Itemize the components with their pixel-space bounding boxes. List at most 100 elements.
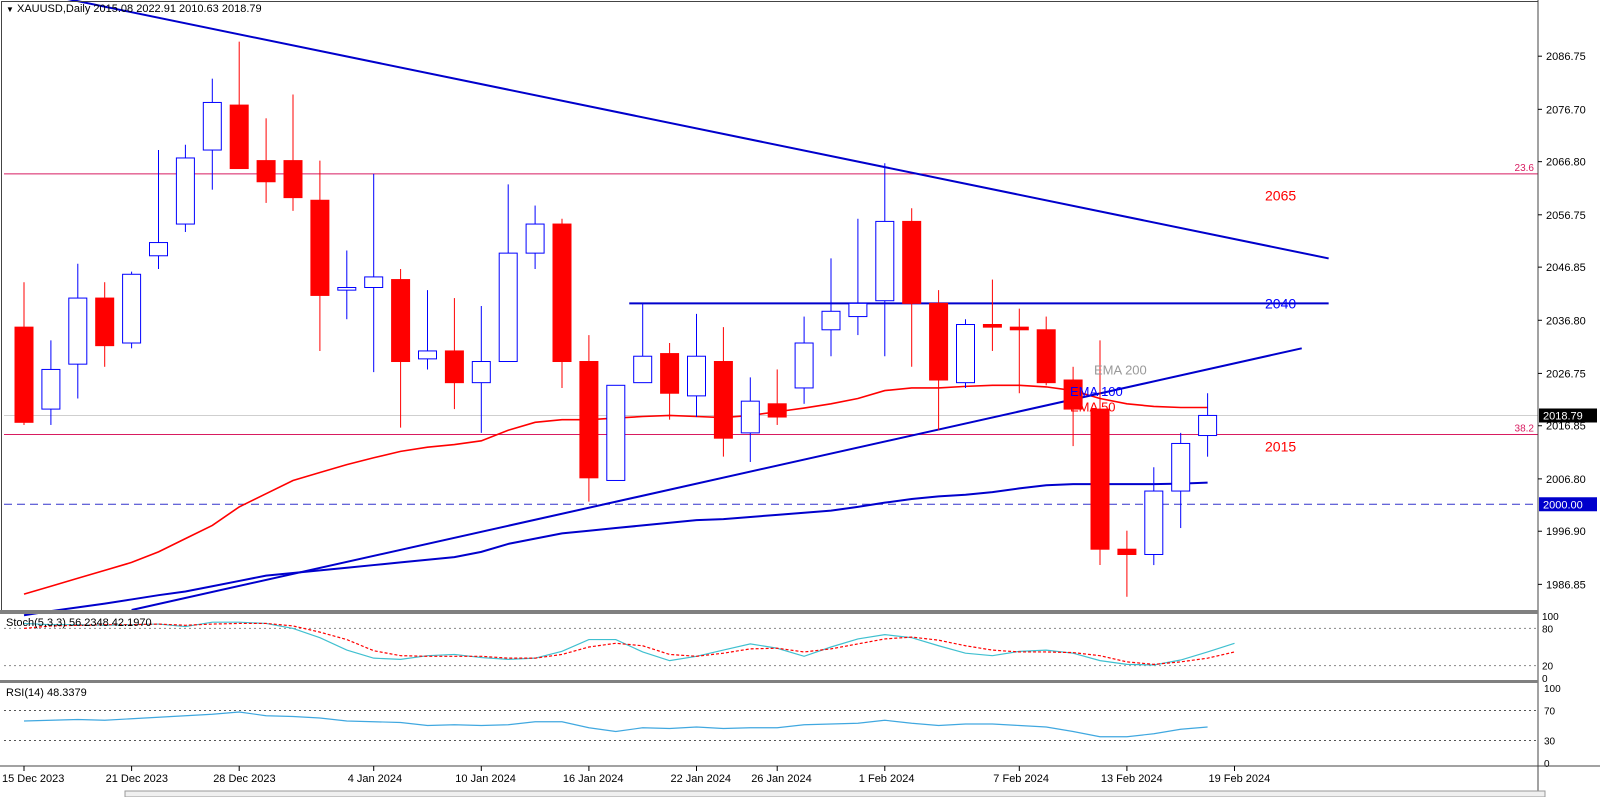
candle	[633, 303, 653, 384]
candle-body	[1036, 329, 1056, 384]
candle	[902, 208, 922, 367]
candle-body	[1090, 408, 1110, 550]
candle	[982, 279, 1002, 351]
candle-body	[229, 104, 249, 170]
candle	[1009, 308, 1029, 394]
stoch-axis-label: 80	[1542, 624, 1554, 635]
candle	[848, 218, 868, 336]
candle-body	[633, 355, 653, 384]
candle	[14, 282, 34, 425]
candle-body	[821, 310, 841, 331]
candle-body	[956, 324, 975, 384]
candle-body	[929, 302, 949, 381]
chart-header[interactable]: ▼ XAUUSD,Daily 2015.08 2022.91 2010.63 2…	[6, 3, 262, 15]
candle	[337, 250, 357, 320]
candle-body	[175, 157, 195, 225]
candle	[794, 316, 814, 404]
x-tick-label: 10 Jan 2024	[455, 773, 516, 785]
candle	[606, 384, 626, 481]
candle-body	[525, 223, 545, 254]
candle	[1198, 393, 1218, 457]
candle-body	[660, 353, 680, 394]
candle-body	[283, 160, 303, 199]
candle	[41, 340, 61, 425]
candle	[1171, 432, 1191, 529]
candle-body	[202, 101, 222, 151]
x-tick-label: 16 Jan 2024	[563, 773, 624, 785]
rsi-axis-label: 70	[1544, 707, 1556, 718]
candle-body	[713, 361, 733, 439]
bottom-scrollbar	[124, 790, 1546, 797]
candle	[122, 271, 142, 349]
ema-200-label: EMA 200	[1094, 363, 1147, 378]
candle	[525, 205, 545, 269]
stoch-signal-line	[23, 622, 1235, 665]
candle-body	[767, 403, 787, 418]
fib-level-label: 23.6	[1515, 163, 1535, 174]
candle	[875, 163, 895, 357]
rsi-pane: 100 70 30 0	[4, 684, 1561, 770]
stoch-header: Stoch(5,3,3) 56.2348 42.1970	[6, 617, 152, 629]
y-tick-label: 1996.90	[1546, 526, 1586, 538]
candle-body	[41, 368, 61, 410]
y-tick-label: 2016.85	[1546, 421, 1586, 433]
rsi-line	[23, 711, 1208, 738]
candle	[740, 377, 760, 462]
candle-body	[310, 199, 330, 296]
y-tick-label: 1986.85	[1546, 579, 1586, 591]
candle-body	[1009, 326, 1029, 331]
candle	[1036, 316, 1056, 386]
candle	[660, 343, 680, 420]
stoch-axis-label: 100	[1542, 612, 1559, 623]
candle	[175, 144, 195, 232]
level-2000-tag-text: 2000.00	[1543, 499, 1583, 511]
candle-body	[1063, 379, 1083, 410]
candle	[1090, 340, 1110, 566]
y-tick-label: 2006.80	[1546, 474, 1586, 486]
candle-body	[337, 286, 357, 291]
collapse-triangle-icon[interactable]: ▼	[6, 5, 14, 14]
candle	[552, 218, 572, 388]
x-tick-label: 26 Jan 2024	[751, 773, 812, 785]
x-tick-label: 7 Feb 2024	[993, 773, 1049, 785]
candle	[713, 327, 733, 457]
candle	[956, 319, 975, 388]
candle-body	[1117, 548, 1137, 555]
candle	[391, 268, 411, 428]
candle	[95, 282, 115, 367]
y-tick-label: 2066.80	[1546, 157, 1586, 169]
candle	[418, 290, 437, 370]
candle-body	[848, 302, 868, 318]
symbol-line: XAUUSD,Daily 2015.08 2022.91 2010.63 201…	[16, 3, 262, 15]
candle-body	[418, 350, 437, 360]
x-tick-label: 15 Dec 2023	[2, 773, 64, 785]
y-tick-label: 2086.75	[1546, 51, 1586, 63]
stoch-axis-label: 0	[1542, 674, 1548, 685]
candle	[149, 150, 168, 269]
y-tick-label: 2056.75	[1546, 210, 1586, 222]
candle-body	[256, 160, 276, 183]
x-tick-label: 28 Dec 2023	[213, 773, 275, 785]
candle-body	[794, 342, 814, 389]
last-price-tag-text: 2018.79	[1543, 410, 1583, 422]
level-2000-tag-bg	[1539, 497, 1597, 512]
candle-body	[68, 297, 88, 365]
rsi-axis-label: 30	[1544, 737, 1556, 748]
candle	[929, 290, 949, 431]
y-tick-label: 2046.85	[1546, 262, 1586, 274]
rsi-axis-label: 0	[1544, 759, 1550, 770]
candle-body	[149, 242, 168, 257]
ema-100-label: EMA 100	[1070, 384, 1123, 399]
stoch-main-line	[23, 621, 1235, 666]
x-tick-label: 19 Feb 2024	[1209, 773, 1271, 785]
candle-body	[14, 326, 34, 423]
candle-body	[364, 276, 384, 288]
level-label-2040: 2040	[1265, 295, 1296, 311]
candle	[821, 258, 841, 357]
last-price-tag-bg	[1539, 408, 1597, 423]
x-tick-label: 4 Jan 2024	[348, 773, 402, 785]
